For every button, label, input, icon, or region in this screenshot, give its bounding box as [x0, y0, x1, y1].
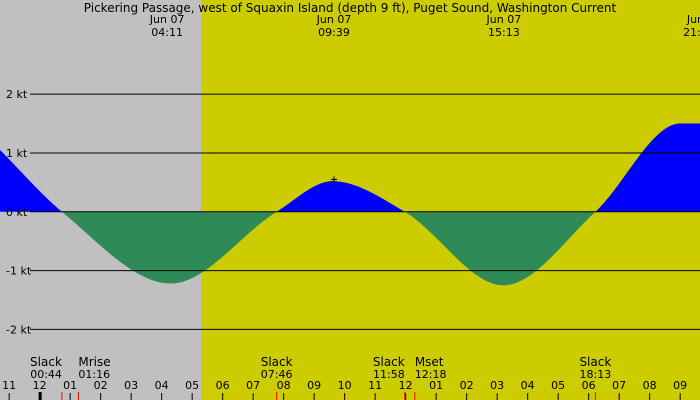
- top-label-time: 21:3: [683, 26, 700, 39]
- top-label-time: 15:13: [488, 26, 520, 39]
- top-label-time: 09:39: [318, 26, 350, 39]
- event-time: 11:58: [373, 368, 405, 381]
- event-time: 01:16: [78, 368, 110, 381]
- event-time: 00:44: [30, 368, 62, 381]
- hour-label: 06: [216, 379, 230, 392]
- top-label-date: Jun 07: [486, 13, 522, 26]
- y-axis-labels: 2 kt 1 kt 0 kt -1 kt -2 kt: [6, 88, 32, 336]
- y-tick-label: -2 kt: [6, 323, 32, 336]
- hour-label: 09: [307, 379, 321, 392]
- top-label-date: Jun 07: [316, 13, 352, 26]
- event-name: Slack: [373, 355, 405, 369]
- top-label-date: Jun 07: [149, 13, 185, 26]
- hour-label: 07: [612, 379, 626, 392]
- event-time: 12:18: [415, 368, 447, 381]
- y-tick-label: 0 kt: [6, 206, 28, 219]
- flood-current-area: [0, 123, 700, 212]
- top-label-date: Jun: [686, 13, 700, 26]
- hour-label: 02: [460, 379, 474, 392]
- hour-axis: 11 12 01 02 03 04 05 06 07 08 09 10 11 12 01 02 03 04 05 06…: [2, 379, 687, 400]
- midnight-marker: [38, 392, 42, 400]
- event-labels: Slack00:44Mrise01:16Slack07:46Slack11:58…: [30, 355, 611, 381]
- hour-label: 05: [185, 379, 199, 392]
- hour-label: 01: [63, 379, 77, 392]
- grid-lines: [30, 93, 700, 330]
- hour-label: 03: [124, 379, 138, 392]
- hour-label: 10: [338, 379, 352, 392]
- hour-label: 07: [246, 379, 260, 392]
- ebb-current-area: [0, 211, 700, 286]
- hour-label: 11: [2, 379, 16, 392]
- hour-label: 09: [673, 379, 687, 392]
- chart-title: Pickering Passage, west of Squaxin Islan…: [84, 1, 617, 15]
- hour-label: 11: [368, 379, 382, 392]
- hour-label: 01: [429, 379, 443, 392]
- hour-label: 12: [33, 379, 47, 392]
- event-name: Slack: [30, 355, 62, 369]
- event-name: Mset: [415, 355, 444, 369]
- event-name: Slack: [579, 355, 611, 369]
- hour-label: 04: [155, 379, 169, 392]
- hour-label: 05: [551, 379, 565, 392]
- event-time: 07:46: [261, 368, 293, 381]
- y-tick-label: 2 kt: [6, 88, 28, 101]
- event-name: Mrise: [78, 355, 110, 369]
- hour-label: 08: [277, 379, 291, 392]
- hour-label: 06: [582, 379, 596, 392]
- event-name: Slack: [261, 355, 293, 369]
- hour-label: 03: [490, 379, 504, 392]
- event-time: 18:13: [580, 368, 612, 381]
- hour-label: 12: [399, 379, 413, 392]
- y-tick-label: -1 kt: [6, 265, 32, 278]
- hour-label: 08: [643, 379, 657, 392]
- hour-label: 02: [94, 379, 108, 392]
- peak-marker: [330, 176, 337, 183]
- top-label-time: 04:11: [151, 26, 183, 39]
- hour-label: 04: [521, 379, 535, 392]
- y-tick-label: 1 kt: [6, 147, 28, 160]
